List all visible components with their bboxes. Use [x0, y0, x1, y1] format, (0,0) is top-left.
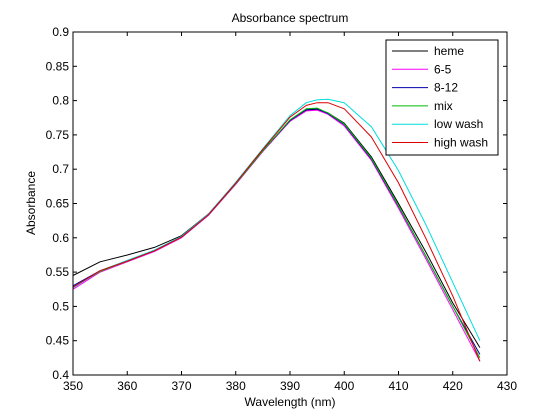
legend-label: low wash [434, 117, 483, 131]
x-tick-label: 420 [443, 379, 463, 393]
x-tick-label: 360 [117, 379, 137, 393]
y-tick-label: 0.6 [52, 231, 69, 245]
series-line-6-5 [72, 109, 481, 362]
y-axis-title: Absorbance [24, 171, 38, 235]
y-tick-label: 0.5 [52, 299, 69, 313]
legend-label: high wash [434, 136, 488, 150]
legend-label: mix [434, 99, 453, 113]
x-tick-label: 380 [226, 379, 246, 393]
y-tick-label: 0.85 [46, 59, 70, 73]
x-tick-label: 390 [280, 379, 300, 393]
y-tick-label: 0.7 [52, 162, 69, 176]
series-layer [72, 98, 481, 362]
chart-title: Absorbance spectrum [232, 11, 349, 25]
y-tick-label: 0.4 [52, 368, 69, 382]
ticks-layer: 350 360 370 380 390 400 410 420 430 0.4 0.45 0.5 0.5… [46, 25, 518, 393]
legend-label: 6-5 [434, 62, 452, 76]
y-tick-label: 0.45 [46, 334, 70, 348]
series-line-low-wash [72, 98, 481, 341]
legend-label: heme [434, 44, 464, 58]
legend-label: 8-12 [434, 81, 458, 95]
y-tick-label: 0.75 [46, 128, 70, 142]
x-tick-label: 400 [334, 379, 354, 393]
y-tick-label: 0.9 [52, 25, 69, 39]
x-tick-label: 410 [388, 379, 408, 393]
series-line-high-wash [72, 102, 481, 362]
legend-box [385, 39, 499, 156]
x-tick-label: 350 [63, 379, 83, 393]
y-tick-label: 0.8 [52, 94, 69, 108]
legend: heme 6-5 8-12 mix low wash high wash [385, 39, 499, 156]
y-tick-label: 0.55 [46, 265, 70, 279]
x-axis-title: Wavelength (nm) [245, 395, 336, 409]
x-tick-label: 370 [171, 379, 191, 393]
x-tick-label: 430 [497, 379, 517, 393]
y-tick-label: 0.65 [46, 197, 70, 211]
